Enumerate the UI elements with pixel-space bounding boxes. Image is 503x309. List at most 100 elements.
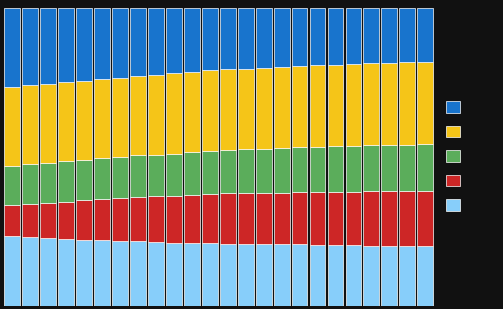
Bar	[202, 151, 218, 194]
Bar	[274, 8, 290, 67]
Bar	[310, 147, 325, 192]
Bar	[399, 246, 415, 306]
Bar	[148, 242, 164, 306]
Bar	[327, 8, 344, 65]
Bar	[58, 239, 74, 306]
Bar	[112, 198, 128, 241]
Bar	[238, 243, 254, 306]
Bar	[202, 8, 218, 70]
Bar	[238, 193, 254, 243]
Bar	[417, 8, 433, 62]
Bar	[94, 79, 110, 158]
Bar	[381, 191, 397, 246]
Bar	[23, 8, 38, 85]
Bar	[256, 8, 272, 68]
Bar	[130, 155, 146, 197]
Bar	[274, 148, 290, 193]
Bar	[40, 238, 56, 306]
Bar	[274, 244, 290, 306]
Bar	[23, 164, 38, 204]
Bar	[148, 197, 164, 242]
Bar	[94, 199, 110, 240]
Bar	[202, 70, 218, 151]
Bar	[274, 193, 290, 244]
Bar	[399, 8, 415, 62]
Bar	[346, 8, 361, 64]
Bar	[364, 191, 379, 246]
Bar	[94, 8, 110, 79]
Bar	[238, 69, 254, 149]
Bar	[112, 241, 128, 306]
Bar	[381, 8, 397, 63]
Bar	[346, 146, 361, 192]
Bar	[184, 152, 200, 195]
Bar	[112, 78, 128, 157]
Bar	[399, 145, 415, 191]
Bar	[130, 197, 146, 241]
Bar	[256, 193, 272, 244]
Bar	[417, 62, 433, 144]
Bar	[274, 67, 290, 148]
Bar	[310, 8, 325, 65]
Bar	[399, 191, 415, 246]
Bar	[23, 85, 38, 164]
Bar	[256, 149, 272, 193]
Bar	[202, 243, 218, 306]
Bar	[327, 245, 344, 306]
Bar	[310, 245, 325, 306]
Bar	[292, 192, 307, 244]
Bar	[40, 203, 56, 238]
Bar	[220, 8, 236, 70]
Bar	[220, 70, 236, 150]
Bar	[76, 81, 92, 160]
Bar	[148, 155, 164, 197]
Bar	[292, 66, 307, 147]
Bar	[166, 8, 182, 73]
Bar	[238, 149, 254, 193]
Bar	[58, 8, 74, 82]
Bar	[76, 240, 92, 306]
Bar	[58, 161, 74, 201]
Bar	[292, 147, 307, 192]
Bar	[399, 62, 415, 145]
Bar	[346, 245, 361, 306]
Bar	[327, 192, 344, 245]
Bar	[327, 146, 344, 192]
Bar	[364, 63, 379, 146]
Bar	[256, 68, 272, 149]
Bar	[238, 8, 254, 69]
Bar	[5, 236, 20, 306]
Bar	[381, 63, 397, 145]
Bar	[292, 244, 307, 306]
Bar	[364, 246, 379, 306]
Bar	[417, 144, 433, 191]
Bar	[310, 192, 325, 245]
Bar	[256, 244, 272, 306]
Bar	[202, 194, 218, 243]
Bar	[292, 8, 307, 66]
Bar	[76, 8, 92, 81]
Bar	[417, 246, 433, 306]
Bar	[364, 146, 379, 191]
Bar	[94, 240, 110, 306]
Bar	[381, 246, 397, 306]
Bar	[94, 158, 110, 199]
Bar	[166, 154, 182, 196]
Bar	[184, 195, 200, 243]
Bar	[40, 163, 56, 203]
Bar	[76, 160, 92, 200]
Bar	[5, 8, 20, 87]
Bar	[327, 65, 344, 146]
Bar	[5, 166, 20, 205]
Bar	[364, 8, 379, 63]
Bar	[220, 193, 236, 243]
Bar	[220, 243, 236, 306]
Bar	[130, 76, 146, 155]
Bar	[148, 75, 164, 155]
Bar	[130, 241, 146, 306]
Bar	[112, 157, 128, 198]
Bar	[184, 72, 200, 152]
Bar	[23, 237, 38, 306]
Bar	[417, 191, 433, 246]
Bar	[112, 8, 128, 78]
